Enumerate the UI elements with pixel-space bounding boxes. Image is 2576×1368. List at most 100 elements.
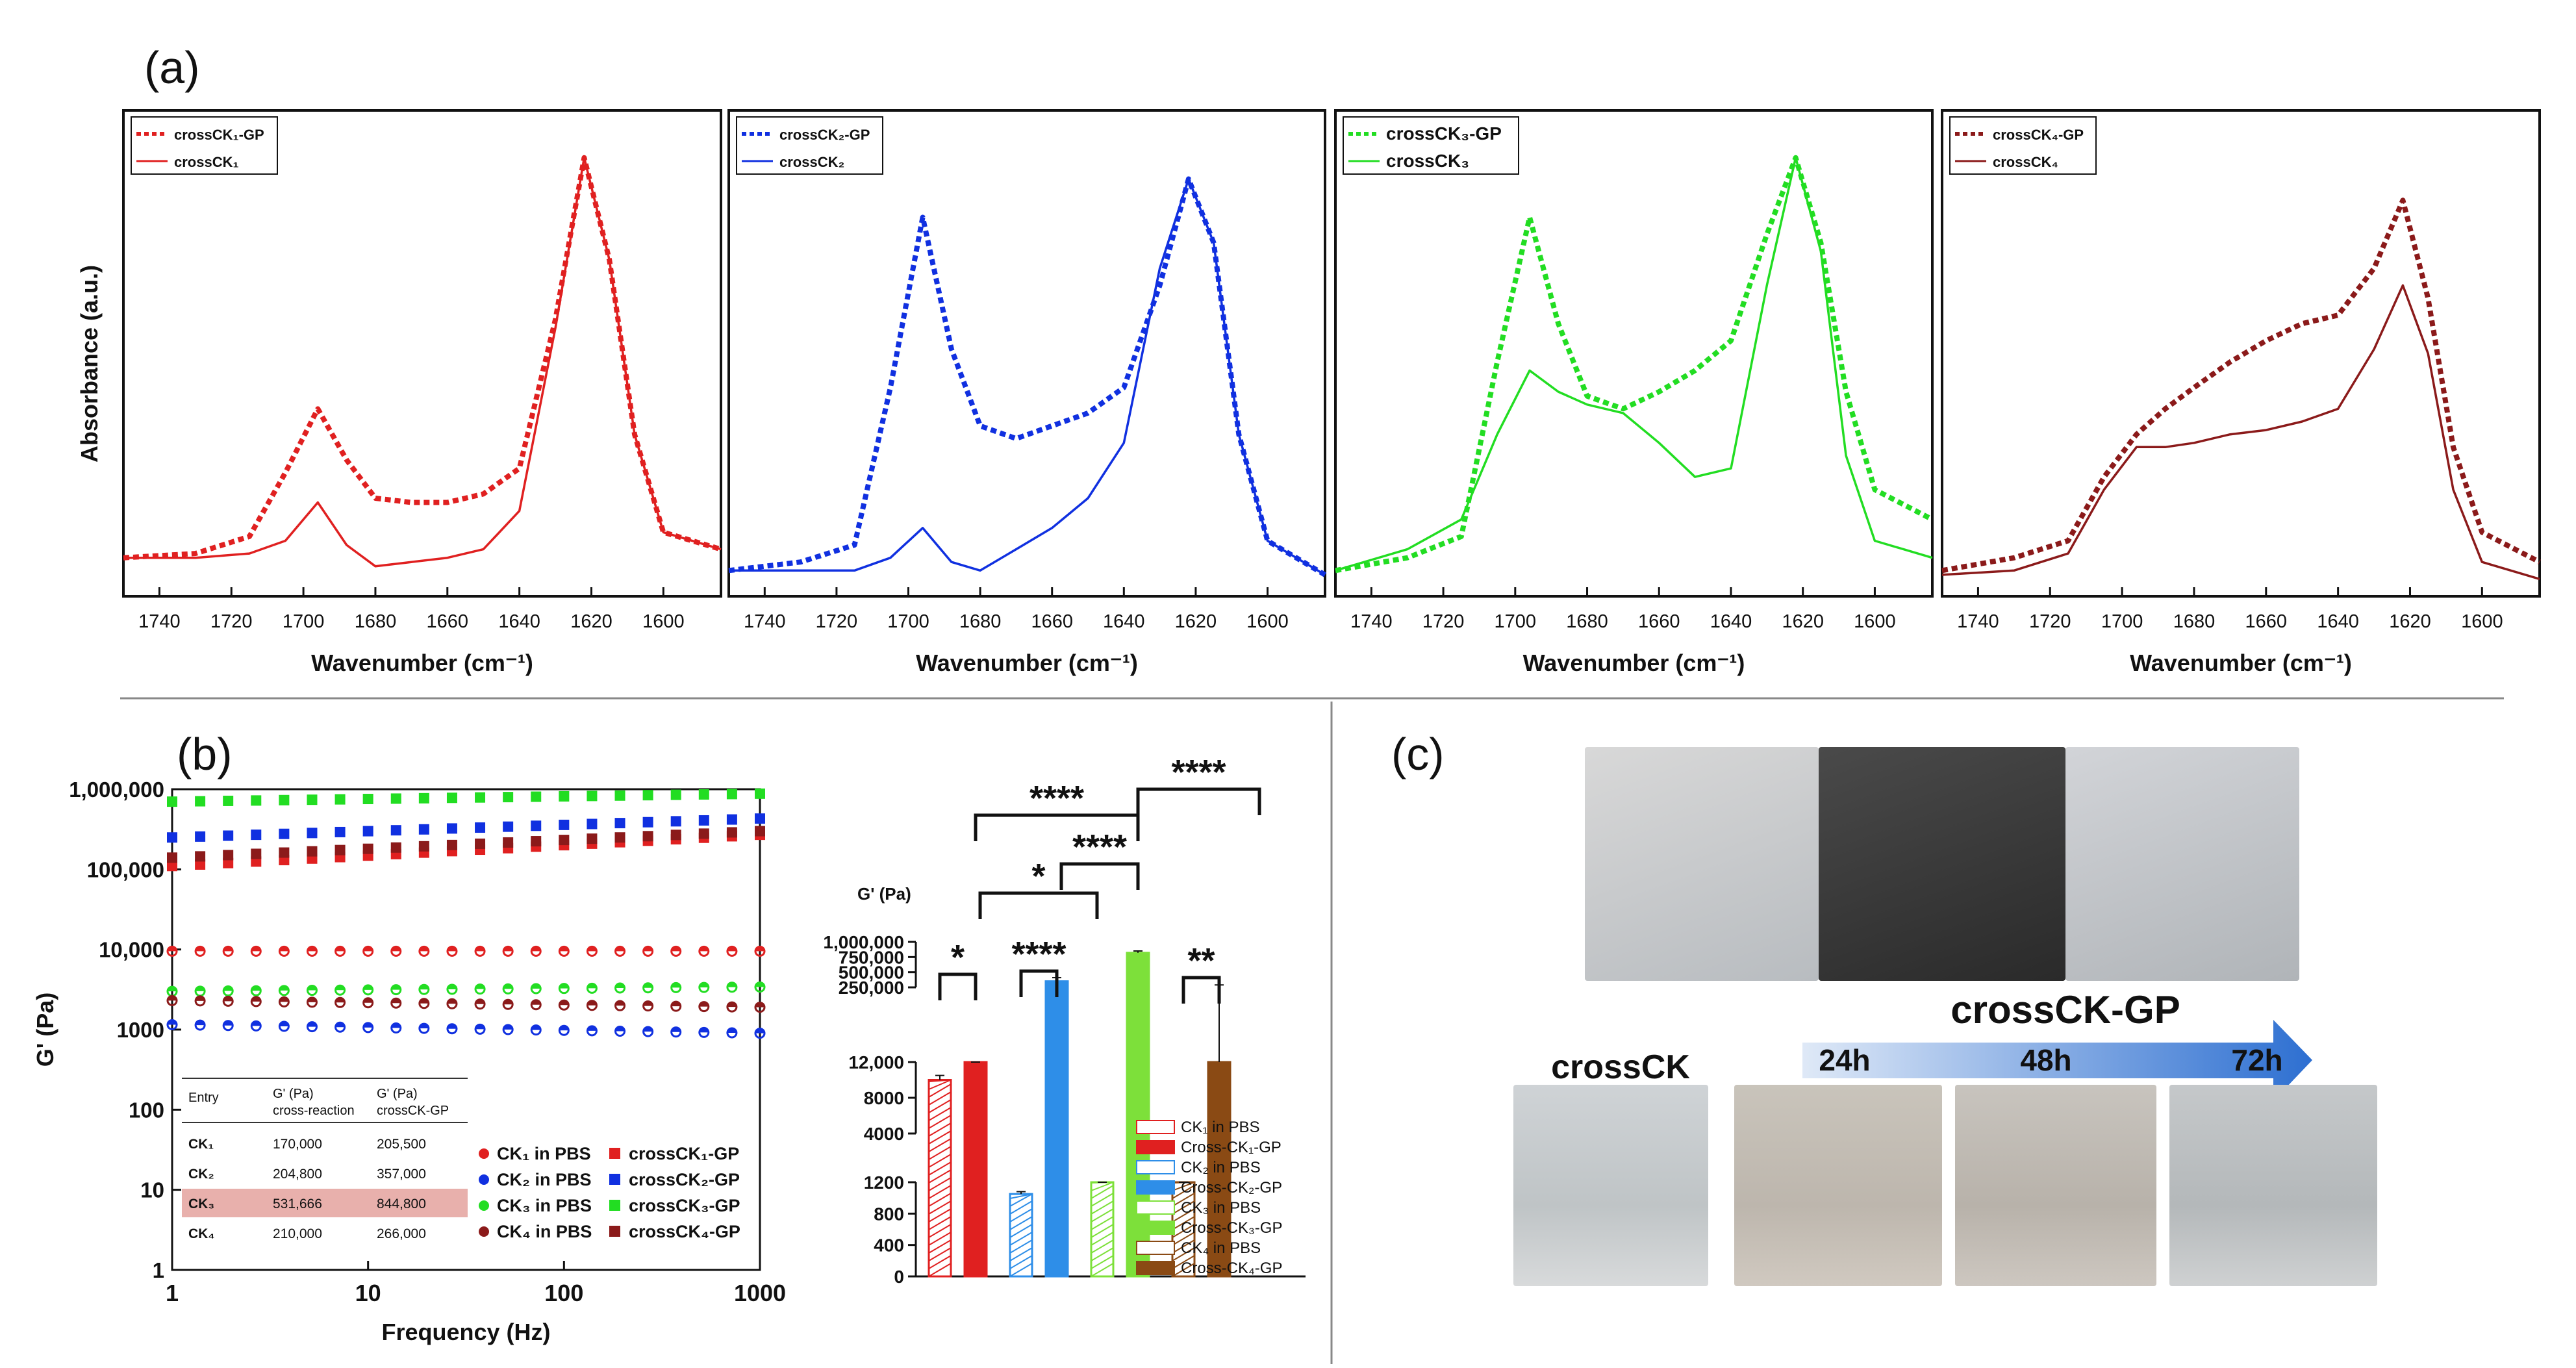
bar-ytick-label: 1200 bbox=[864, 1172, 904, 1193]
bar-hatch bbox=[1172, 1232, 1195, 1246]
sweep-point-half bbox=[531, 1000, 541, 1005]
sweep-series bbox=[166, 945, 766, 957]
sweep-point bbox=[614, 818, 625, 829]
ftir-xtick-label: 1600 bbox=[642, 611, 685, 632]
bar-legend-swatch bbox=[1136, 1140, 1175, 1154]
sweep-point-half bbox=[363, 1022, 373, 1028]
bar-legend-swatch bbox=[1136, 1221, 1175, 1235]
bar-hatch bbox=[1091, 1239, 1114, 1254]
table-cell: 266,000 bbox=[377, 1226, 426, 1241]
bar-hatch bbox=[928, 1138, 952, 1152]
bar-hatch bbox=[928, 1185, 952, 1199]
sweep-point-half bbox=[223, 1020, 233, 1026]
sweep-point bbox=[446, 839, 457, 850]
sweep-point bbox=[362, 794, 373, 805]
bar-hatch bbox=[1009, 1232, 1033, 1246]
ftir-legend-box bbox=[1949, 116, 2097, 175]
bar-hatch bbox=[1009, 1200, 1033, 1215]
bar-hatch bbox=[1091, 1200, 1114, 1215]
sweep-point-half bbox=[699, 1002, 709, 1007]
sweep-point bbox=[503, 821, 514, 832]
sweep-point-half bbox=[335, 998, 345, 1003]
ftir-plot-frame bbox=[1334, 109, 1934, 598]
ftir-legend-box bbox=[1343, 116, 1519, 175]
bar-hatch bbox=[1091, 1263, 1114, 1277]
bar-hatch bbox=[1009, 1193, 1033, 1199]
sweep-point-half bbox=[363, 946, 373, 952]
sweep-point bbox=[307, 828, 318, 839]
sweep-ylabel: G' (Pa) bbox=[32, 993, 58, 1067]
sweep-legend-label: crossCK₃-GP bbox=[629, 1196, 740, 1215]
bar-hatch bbox=[928, 1083, 952, 1098]
sweep-point-half bbox=[671, 1027, 681, 1032]
bar-hatch bbox=[1009, 1247, 1033, 1261]
sweep-legend-marker bbox=[479, 1226, 489, 1237]
sweep-point bbox=[307, 794, 318, 805]
bar-legend-label: Cross-CK₃-GP bbox=[1181, 1219, 1282, 1237]
ftir-series-line bbox=[729, 177, 1326, 576]
ftir-xtick-label: 1720 bbox=[2029, 611, 2071, 632]
vial-photo-crossck bbox=[1513, 1085, 1708, 1286]
ftir-xtick-label: 1720 bbox=[1422, 611, 1465, 632]
sweep-point-half bbox=[168, 1020, 177, 1025]
sweep-point bbox=[335, 794, 346, 805]
sweep-point bbox=[559, 835, 570, 846]
bar-hatch bbox=[928, 1239, 952, 1254]
sweep-point bbox=[698, 828, 709, 839]
sweep-point bbox=[670, 789, 681, 800]
sweep-legend-label: crossCK₄-GP bbox=[629, 1222, 740, 1241]
sweep-point bbox=[446, 792, 457, 804]
significance-bracket bbox=[1019, 969, 1059, 997]
sweep-ytick-label: 1 bbox=[153, 1258, 164, 1282]
sweep-point-half bbox=[335, 985, 345, 991]
ftir-plot-3: 1740 1720 1700 1680 1660 1640 1620 1600 Wavenumb… bbox=[1334, 109, 1934, 676]
bar-legend-label: Cross-CK₂-GP bbox=[1181, 1179, 1282, 1197]
sweep-legend-marker bbox=[479, 1148, 489, 1159]
ftir-legend-label: crossCK₂-GP bbox=[779, 127, 870, 143]
ftir-plot-4: 1740 1720 1700 1680 1660 1640 1620 1600 Wavenumb… bbox=[1941, 109, 2541, 676]
frequency-sweep-plot: 1 10 100 1000 10,000 100,000 1,000,000 1 10 100 10… bbox=[32, 778, 786, 1345]
timeline-hour: 24h bbox=[1819, 1043, 1870, 1077]
bar-legend-swatch bbox=[1136, 1200, 1175, 1215]
sweep-series bbox=[166, 981, 766, 997]
sweep-point-half bbox=[251, 996, 261, 1002]
bar-hatch bbox=[1172, 1208, 1195, 1222]
table-header: cross-reaction bbox=[273, 1104, 355, 1118]
significance-label: **** bbox=[1029, 779, 1084, 818]
ftir-legend-label: crossCK₁-GP bbox=[174, 127, 264, 143]
gprime-bar-chart: G' (Pa) 0 400 800 1200 4000 8000 12,000 250,0005… bbox=[823, 753, 1306, 1287]
bar-legend-swatch bbox=[1136, 1261, 1175, 1275]
sweep-point-half bbox=[615, 1026, 625, 1032]
sweep-point bbox=[755, 826, 765, 837]
bar-ytick-label: 750,000 bbox=[839, 947, 904, 967]
sweep-point bbox=[167, 796, 177, 807]
sweep-point-half bbox=[307, 985, 317, 991]
table-cell: CK₁ bbox=[188, 1137, 214, 1152]
sweep-point bbox=[642, 817, 653, 828]
bar-legend-label: Cross-CK₁-GP bbox=[1181, 1139, 1282, 1156]
bar-hatch bbox=[1009, 1193, 1033, 1207]
bar-hatch bbox=[928, 1224, 952, 1238]
sweep-point-half bbox=[168, 987, 177, 992]
ftir-legend-box bbox=[131, 116, 278, 175]
ftir-xtick-label: 1680 bbox=[1566, 611, 1608, 632]
significance-label: * bbox=[1031, 857, 1045, 896]
sweep-ytick-label: 10 bbox=[140, 1178, 164, 1202]
sweep-point bbox=[195, 831, 206, 842]
bar-hatch bbox=[1091, 1208, 1114, 1222]
ftir-series-line bbox=[728, 176, 1327, 577]
sweep-point bbox=[418, 841, 429, 852]
sweep-point-half bbox=[391, 985, 401, 990]
sweep-point bbox=[223, 830, 234, 841]
bar-ytick-label: 1,000,000 bbox=[823, 932, 904, 952]
sweep-point-half bbox=[196, 946, 205, 952]
sweep-xlabel: Frequency (Hz) bbox=[381, 1319, 550, 1345]
sweep-point-half bbox=[196, 1020, 205, 1026]
bar-hatch bbox=[1172, 1224, 1195, 1238]
table-cell: 204,800 bbox=[273, 1167, 322, 1182]
sweep-point bbox=[587, 791, 598, 802]
sweep-point bbox=[642, 790, 653, 801]
sweep-point-half bbox=[251, 946, 261, 952]
bar-hatch bbox=[1172, 1247, 1195, 1261]
sweep-point-half bbox=[755, 982, 764, 987]
